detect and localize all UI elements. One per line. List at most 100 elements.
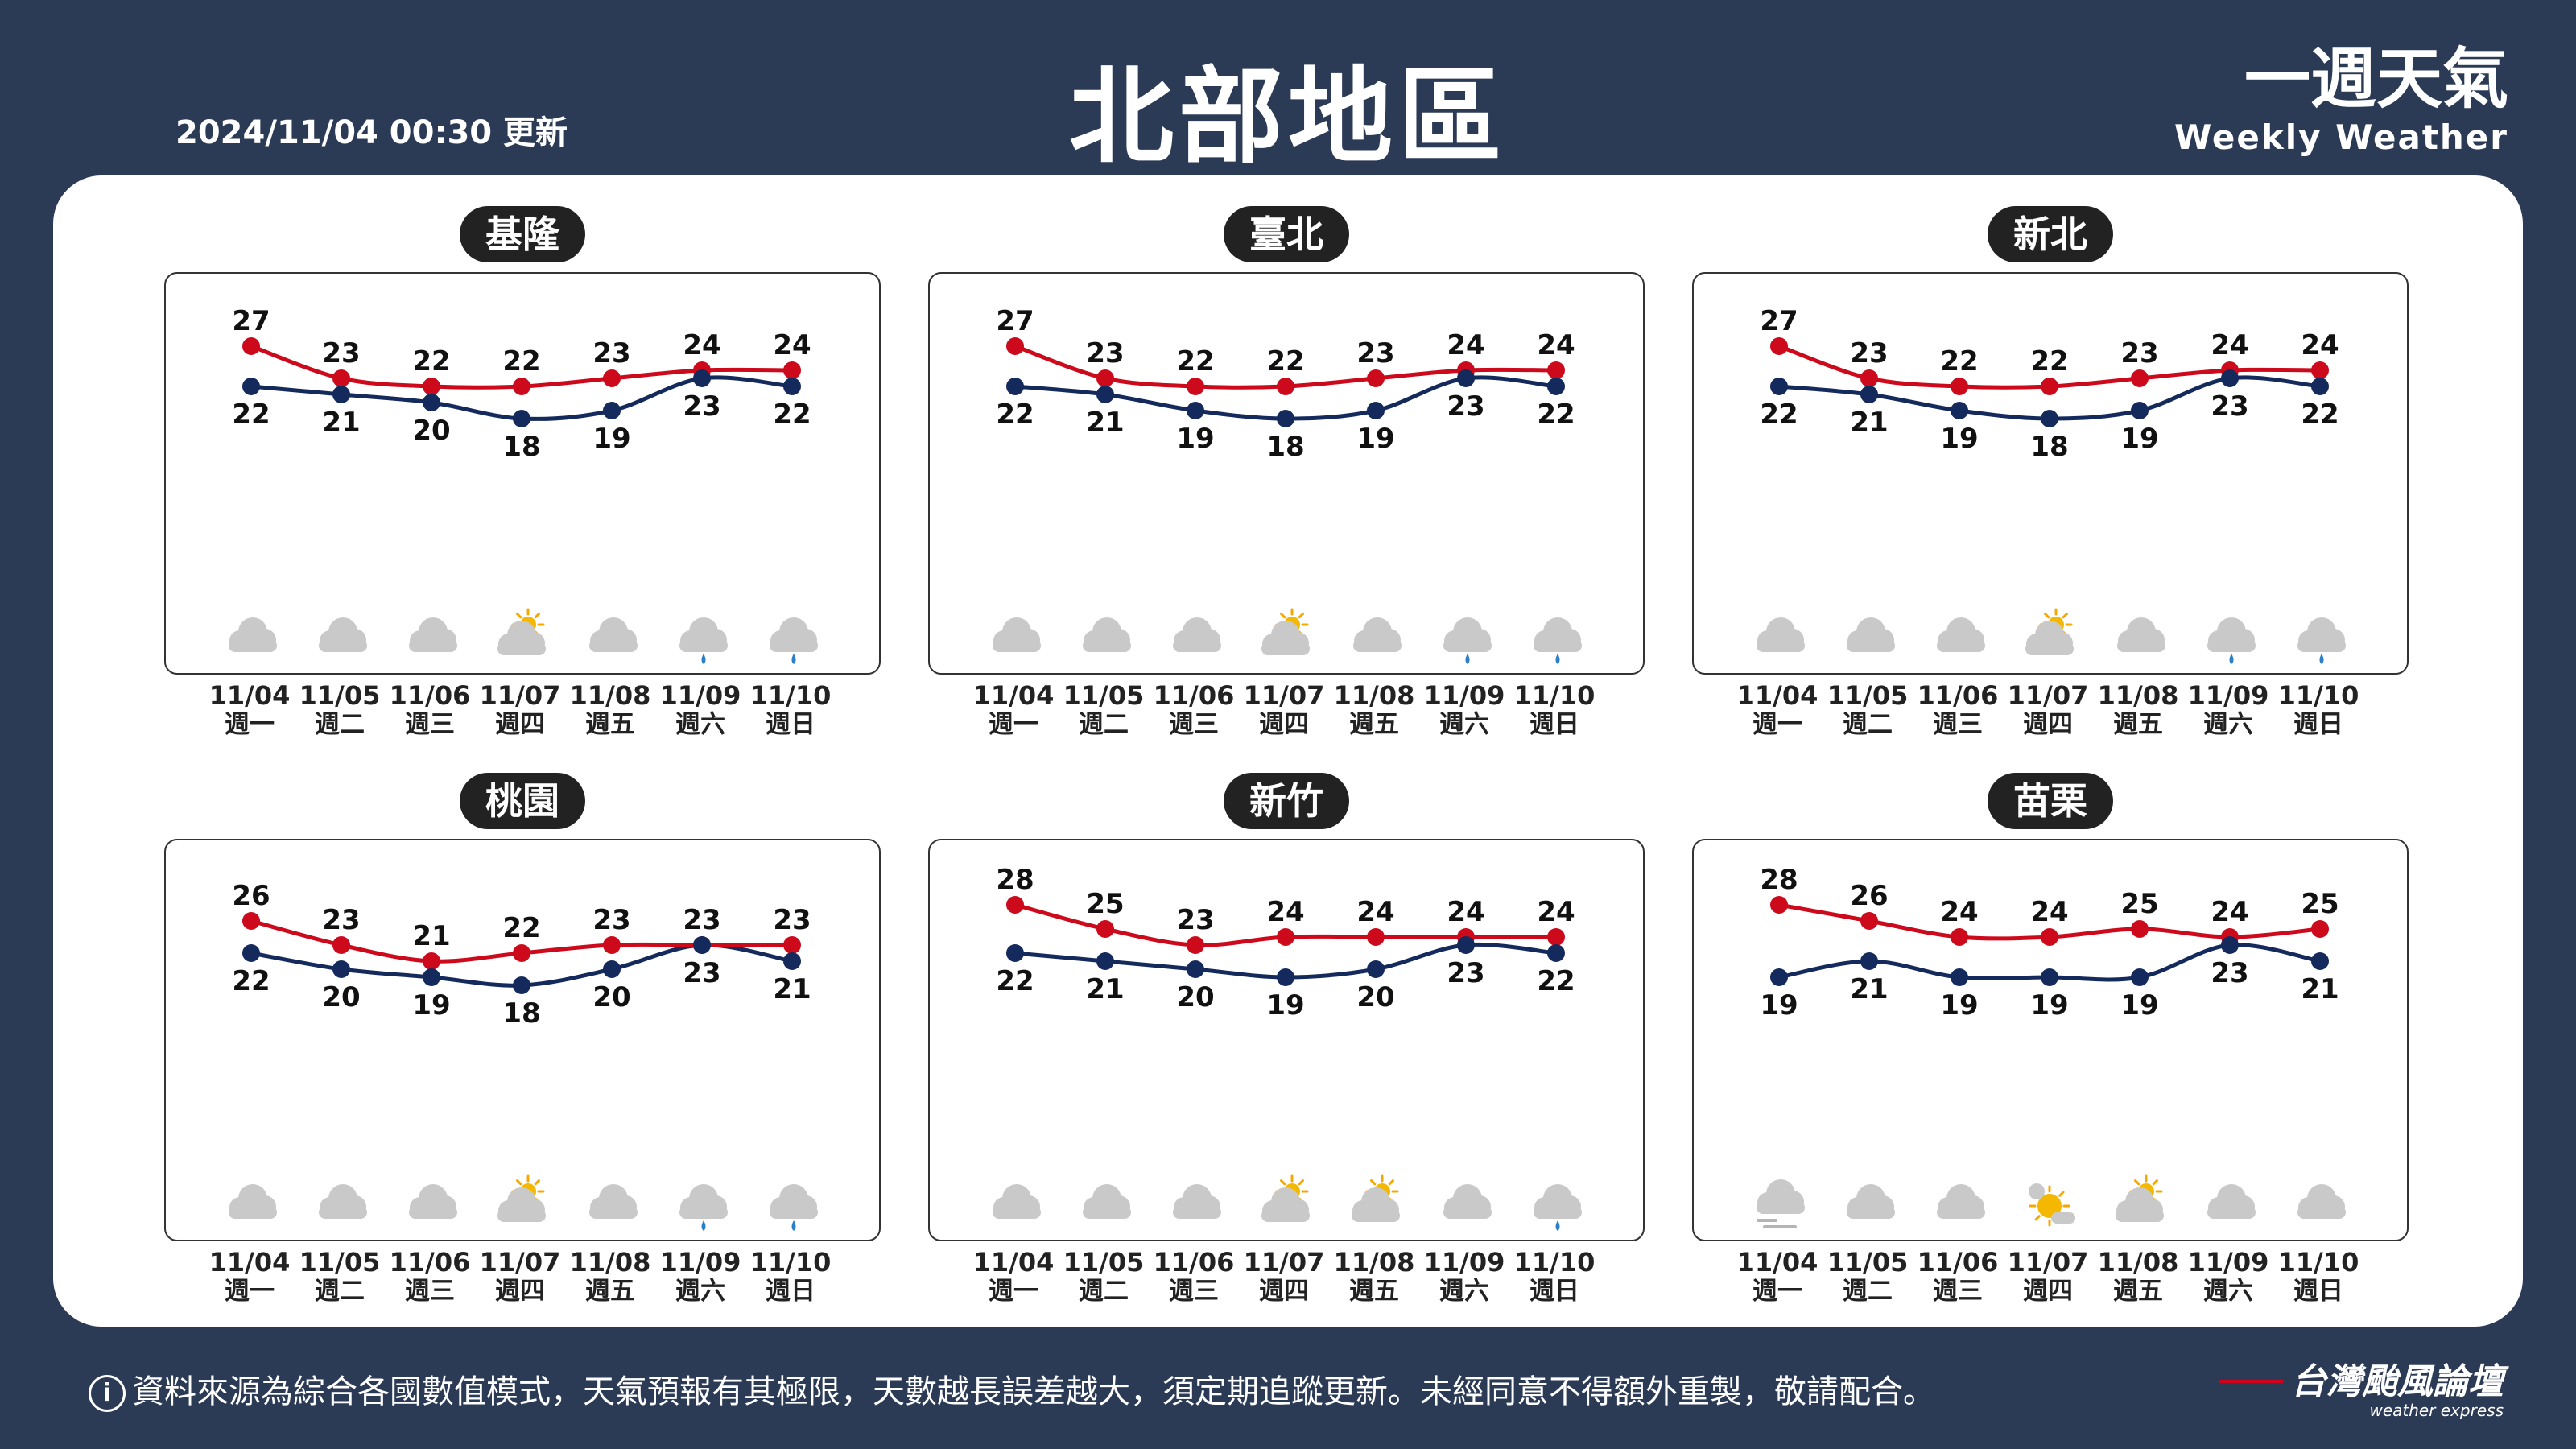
high-temp-label: 28 <box>1760 864 1798 896</box>
low-temp-label: 22 <box>1537 398 1575 431</box>
x-tick-label: 11/07 週四 <box>1240 681 1328 739</box>
high-temp-label: 22 <box>502 345 540 378</box>
high-temp-label: 24 <box>1447 896 1484 928</box>
date-label: 11/05 <box>1827 680 1909 711</box>
city-name-label: 苗栗 <box>1988 773 2113 829</box>
high-temp-point <box>603 369 621 387</box>
partly-sunny-icon <box>1352 1174 1400 1222</box>
date-label: 11/09 <box>1423 680 1505 711</box>
x-tick-label: 11/06 週三 <box>386 1248 474 1306</box>
city-chart: 基隆 27 23 22 22 23 24 24 22 21 20 18 19 23 22 11/04 週一 11/… <box>164 192 881 739</box>
x-tick-label: 11/08 週五 <box>566 1248 654 1306</box>
weekday-label: 週二 <box>1079 710 1129 739</box>
weekday-label: 週四 <box>495 1277 545 1306</box>
x-tick-label: 11/06 週三 <box>386 681 474 739</box>
date-label: 11/08 <box>569 680 651 711</box>
high-temp-label: 28 <box>996 864 1034 896</box>
high-temp-point <box>1187 378 1204 395</box>
low-temp-label: 22 <box>996 398 1034 431</box>
brand-title-en: Weekly Weather <box>2174 118 2508 157</box>
x-tick-label: 11/04 週一 <box>205 681 294 739</box>
x-tick-label: 11/08 週五 <box>1330 681 1418 739</box>
city-chart: 桃園 26 23 21 22 23 23 23 22 20 19 18 20 23 21 11/04 週一 11/… <box>164 758 881 1306</box>
cloudy-icon <box>319 1184 367 1219</box>
high-temp-label: 23 <box>773 904 811 936</box>
high-temp-label: 24 <box>1940 896 1978 928</box>
date-label: 11/04 <box>1736 680 1818 711</box>
high-temp-point <box>1096 920 1114 938</box>
low-temp-point <box>1951 402 1968 419</box>
weekday-label: 週三 <box>1169 710 1219 739</box>
low-temp-label: 19 <box>2030 989 2068 1022</box>
city-chart: 臺北 27 23 22 22 23 24 24 22 21 19 18 19 23 22 11/04 週一 11/… <box>928 192 1645 739</box>
x-tick-label: 11/07 週四 <box>2004 681 2092 739</box>
x-tick-label: 11/06 週三 <box>1150 681 1238 739</box>
high-temp-label: 22 <box>1176 345 1214 378</box>
logo-stripe <box>2219 1380 2283 1383</box>
low-temp-label: 22 <box>996 965 1034 997</box>
high-temp-label: 22 <box>1266 345 1304 378</box>
weekday-label: 週一 <box>225 710 275 739</box>
cloudy-icon <box>2297 1184 2346 1219</box>
cloudy-icon <box>409 617 457 652</box>
date-label: 11/06 <box>1917 1247 1999 1278</box>
x-tick-label: 11/10 週日 <box>746 681 835 739</box>
low-temp-label: 22 <box>2301 398 2339 431</box>
x-tick-label: 11/10 週日 <box>1510 1248 1599 1306</box>
brand-title-zh: 一週天氣 <box>2244 41 2508 118</box>
low-temp-point <box>1187 402 1204 419</box>
x-tick-label: 11/07 週四 <box>476 681 564 739</box>
date-label: 11/07 <box>1243 680 1325 711</box>
x-tick-label: 11/04 週一 <box>1733 681 1822 739</box>
date-label: 11/08 <box>569 1247 651 1278</box>
cloudy-icon <box>1173 1184 1221 1219</box>
low-temp-label: 19 <box>412 989 450 1022</box>
rain-icon <box>1534 617 1582 664</box>
date-label: 11/05 <box>299 1247 381 1278</box>
low-temp-point <box>603 402 621 419</box>
low-temp-label: 20 <box>592 981 630 1013</box>
x-tick-label: 11/05 週二 <box>1823 681 1912 739</box>
high-temp-point <box>423 378 440 395</box>
high-temp-point <box>1367 928 1385 946</box>
plot-area: 27 23 22 22 23 24 24 22 21 20 18 19 23 22 <box>164 272 881 675</box>
cloudy-icon <box>1443 1184 1492 1219</box>
high-temp-label: 25 <box>2301 888 2339 920</box>
x-tick-label: 11/05 週二 <box>1059 681 1148 739</box>
weekday-label: 週二 <box>315 1277 365 1306</box>
weekday-label: 週六 <box>1439 1277 1489 1306</box>
city-name-label: 新北 <box>1988 206 2113 262</box>
low-temp-point <box>1187 960 1204 978</box>
high-temp-label: 22 <box>502 912 540 944</box>
high-temp-point <box>332 936 350 954</box>
date-label: 11/07 <box>2007 680 2089 711</box>
x-tick-label: 11/06 週三 <box>1150 1248 1238 1306</box>
low-temp-label: 18 <box>1266 431 1304 463</box>
low-temp-point <box>1860 952 1878 970</box>
date-label: 11/05 <box>1063 1247 1145 1278</box>
high-temp-label: 27 <box>996 305 1034 337</box>
weekday-label: 週六 <box>2203 710 2253 739</box>
low-temp-label: 21 <box>1850 407 1888 439</box>
rain-icon <box>2207 617 2256 664</box>
date-label: 11/09 <box>659 680 741 711</box>
high-temp-point <box>1547 928 1565 946</box>
high-temp-point <box>242 337 260 355</box>
low-temp-point <box>513 410 530 427</box>
high-temp-point <box>1951 378 1968 395</box>
x-tick-label: 11/09 週六 <box>1420 681 1509 739</box>
temperature-chart: 28 26 24 24 25 24 25 19 21 19 19 19 23 21 <box>1757 864 2346 1228</box>
low-temp-point <box>2221 369 2239 387</box>
date-label: 11/05 <box>299 680 381 711</box>
x-tick-label: 11/05 週二 <box>1823 1248 1912 1306</box>
low-temp-label: 23 <box>1447 957 1484 989</box>
low-temp-label: 20 <box>322 981 360 1013</box>
high-temp-label: 24 <box>773 329 811 361</box>
plot-area: 28 25 23 24 24 24 24 22 21 20 19 20 23 22 <box>928 839 1645 1241</box>
temperature-chart: 27 23 22 22 23 24 24 22 21 19 18 19 23 22 <box>993 305 1582 664</box>
x-tick-label: 11/05 週二 <box>295 681 384 739</box>
date-label: 11/06 <box>1153 1247 1235 1278</box>
city-name-label: 桃園 <box>460 773 585 829</box>
low-temp-point <box>332 386 350 403</box>
x-axis-labels: 11/04 週一 11/05 週二 11/06 週三 11/07 週四 11/08 週五 11/09… <box>164 1248 881 1312</box>
